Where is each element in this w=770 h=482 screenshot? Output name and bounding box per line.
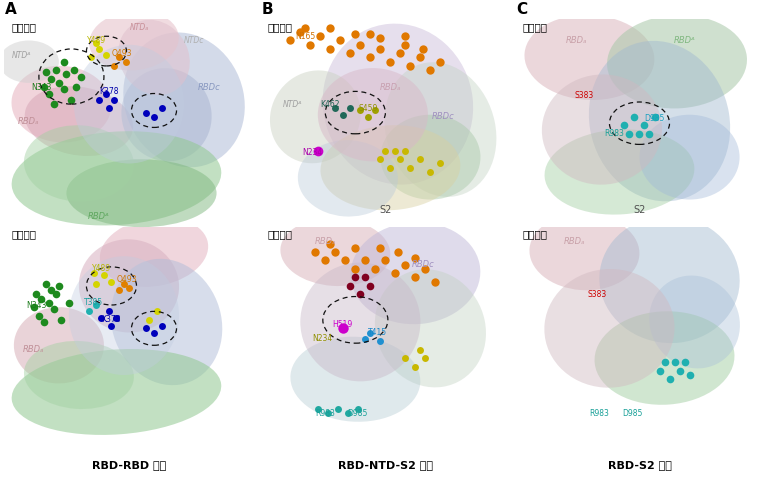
Text: Y489: Y489: [92, 265, 111, 273]
Ellipse shape: [122, 68, 212, 161]
Text: RBD-NTD-S2 境界: RBD-NTD-S2 境界: [338, 460, 433, 470]
Text: K378: K378: [102, 315, 121, 324]
Text: RBDᴄ: RBDᴄ: [411, 260, 434, 269]
Text: RBDᴄ: RBDᴄ: [198, 82, 220, 92]
Text: NTDᴬ: NTDᴬ: [12, 51, 31, 60]
Ellipse shape: [0, 40, 59, 83]
Text: N343: N343: [32, 82, 52, 92]
Ellipse shape: [320, 125, 460, 210]
Text: Q493: Q493: [111, 49, 132, 58]
Ellipse shape: [599, 216, 740, 343]
Ellipse shape: [24, 341, 134, 409]
Ellipse shape: [544, 129, 695, 214]
Ellipse shape: [111, 259, 223, 385]
Ellipse shape: [323, 24, 473, 185]
Ellipse shape: [607, 15, 747, 108]
Text: C: C: [516, 2, 527, 17]
Text: B: B: [262, 2, 273, 17]
Text: A: A: [5, 2, 17, 17]
Text: R983: R983: [604, 129, 624, 138]
Text: D985: D985: [622, 409, 642, 418]
Ellipse shape: [12, 131, 221, 226]
Ellipse shape: [589, 41, 730, 201]
Text: R983: R983: [316, 409, 335, 418]
Text: S459: S459: [358, 104, 377, 113]
Ellipse shape: [300, 263, 420, 381]
Text: Q493: Q493: [116, 275, 137, 284]
Ellipse shape: [380, 115, 480, 200]
Text: アップ型: アップ型: [12, 229, 36, 239]
Ellipse shape: [280, 218, 390, 286]
Ellipse shape: [350, 222, 480, 324]
Text: RBDᴄ: RBDᴄ: [431, 112, 454, 121]
Ellipse shape: [119, 20, 189, 95]
Text: N234: N234: [313, 335, 333, 344]
Text: RBDₐ: RBDₐ: [380, 82, 401, 92]
Text: RBDᴬ: RBDᴬ: [88, 212, 110, 221]
Ellipse shape: [79, 239, 179, 333]
Text: N165: N165: [295, 32, 316, 41]
Text: ダウン型: ダウン型: [522, 22, 547, 32]
Ellipse shape: [100, 217, 208, 287]
Text: アップ型: アップ型: [268, 229, 293, 239]
Text: S383: S383: [588, 290, 607, 299]
Ellipse shape: [298, 140, 398, 216]
Text: NTDₐ: NTDₐ: [129, 23, 149, 32]
Text: RBDᴬ: RBDᴬ: [674, 36, 695, 45]
Text: H519: H519: [333, 320, 353, 329]
Ellipse shape: [12, 349, 221, 435]
Ellipse shape: [384, 62, 497, 197]
Text: RBD-S2 境界: RBD-S2 境界: [608, 460, 671, 470]
Ellipse shape: [123, 32, 245, 167]
Ellipse shape: [66, 159, 216, 227]
Ellipse shape: [318, 68, 428, 161]
Text: Y489: Y489: [87, 36, 106, 45]
Text: S383: S383: [574, 91, 594, 100]
Ellipse shape: [530, 214, 639, 290]
Text: RBDₐ: RBDₐ: [18, 117, 39, 126]
Ellipse shape: [649, 276, 740, 368]
Text: RBD-RBD 境界: RBD-RBD 境界: [92, 460, 166, 470]
Text: RBDₐ: RBDₐ: [564, 237, 585, 246]
Text: ダウン型: ダウン型: [12, 22, 36, 32]
Text: K378: K378: [99, 87, 119, 96]
Text: RBDₐ: RBDₐ: [566, 36, 588, 45]
Ellipse shape: [69, 256, 179, 375]
Text: D985: D985: [644, 114, 665, 123]
Text: NTDᴄ: NTDᴄ: [184, 36, 204, 45]
Ellipse shape: [89, 11, 179, 70]
Ellipse shape: [25, 86, 133, 156]
Text: S2: S2: [633, 205, 646, 215]
Text: D985: D985: [348, 409, 368, 418]
Text: RBDₐ: RBDₐ: [315, 237, 336, 246]
Ellipse shape: [375, 269, 486, 388]
Text: NTDᴬ: NTDᴬ: [283, 100, 303, 108]
Ellipse shape: [639, 115, 740, 200]
Text: K462: K462: [320, 100, 340, 108]
Ellipse shape: [544, 269, 675, 388]
Text: N234: N234: [303, 148, 323, 158]
Ellipse shape: [74, 45, 184, 163]
Ellipse shape: [14, 307, 104, 384]
Ellipse shape: [524, 15, 654, 100]
Text: N343: N343: [26, 300, 46, 309]
Text: ダウン型: ダウン型: [268, 22, 293, 32]
Ellipse shape: [12, 66, 112, 142]
Ellipse shape: [24, 125, 134, 202]
Text: RBDₐ: RBDₐ: [23, 345, 45, 354]
Ellipse shape: [270, 70, 360, 163]
Ellipse shape: [290, 337, 420, 422]
Text: S2: S2: [379, 205, 392, 215]
Text: T415: T415: [368, 328, 387, 337]
Text: アップ型: アップ型: [522, 229, 547, 239]
Text: R983: R983: [590, 409, 609, 418]
Ellipse shape: [542, 74, 662, 185]
Text: T385: T385: [85, 298, 103, 308]
Ellipse shape: [594, 311, 735, 405]
